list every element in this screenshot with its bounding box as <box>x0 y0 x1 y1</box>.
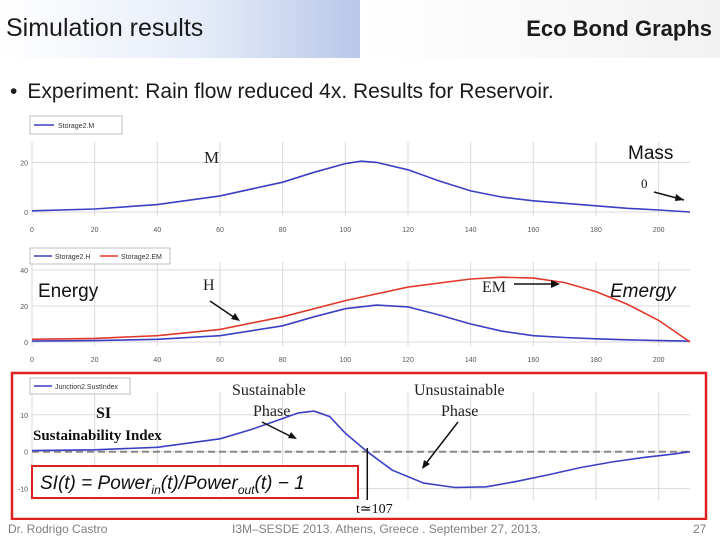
mass-x-tick-label: 180 <box>590 227 602 234</box>
em-arrowhead-icon <box>551 280 560 288</box>
mass-series <box>31 160 691 213</box>
energy-x-tick-label: 100 <box>339 357 351 364</box>
energy-x-tick-label: 120 <box>402 357 414 364</box>
formula-text: SI(t) = Powerin(t)/Powerout(t) − 1 <box>40 473 305 497</box>
bullet-dot-icon: • <box>10 80 18 103</box>
footer-event: I3M–SESDE 2013. Athens, Greece . Septemb… <box>232 522 541 536</box>
mass-arrowhead-icon <box>675 194 684 201</box>
energy-x-tick-label: 80 <box>279 357 287 364</box>
si-full-label: Sustainability Index <box>33 428 162 444</box>
si-highlight-box <box>10 371 708 520</box>
header-left-band <box>0 0 360 58</box>
energy-grid <box>31 262 690 346</box>
si-legend-label: Junction2.SustIndex <box>55 384 119 391</box>
energy-legend-em: Storage2.EM <box>121 254 162 261</box>
mass-x-tick-label: 0 <box>30 227 34 234</box>
si-series-line-1 <box>31 410 691 489</box>
mass-x-tick-label: 160 <box>527 227 539 234</box>
mass-x-tick-label: 200 <box>653 227 665 234</box>
mass-x-tick-label: 100 <box>339 227 351 234</box>
formula-box <box>31 465 359 499</box>
energy-x-tick-label: 200 <box>653 357 665 364</box>
mass-y-tick-label: 20 <box>20 160 28 167</box>
mass-side-label: Mass <box>628 143 673 164</box>
unsustainable-arrowhead-icon <box>422 460 430 469</box>
energy-x-tick-label: 160 <box>527 357 539 364</box>
energy-chart: 0 20 40 60 80 100 120 140 160 180 200 0 20 40 Storage… <box>10 244 691 370</box>
em-curve-label: EM <box>482 279 506 296</box>
energy-y-tick-label: 0 <box>24 340 28 347</box>
mass-legend: Storage2.M <box>29 115 123 135</box>
slide-title: Simulation results <box>6 14 204 42</box>
si-legend: Junction2.SustIndex <box>29 377 131 395</box>
bullet-line: • Experiment: Rain flow reduced 4x. Resul… <box>10 80 554 104</box>
mass-zero-label: 0 <box>641 176 648 191</box>
energy-series-line-1 <box>31 304 691 342</box>
energy-x-tick-label: 140 <box>465 357 477 364</box>
energy-x-tick-label: 20 <box>91 357 99 364</box>
energy-left-label: Energy <box>38 281 99 302</box>
energy-x-tick-label: 180 <box>590 357 602 364</box>
mass-x-tick-label: 80 <box>279 227 287 234</box>
mass-y-tick-label: 0 <box>24 210 28 217</box>
footer-author: Dr. Rodrigo Castro <box>8 522 108 536</box>
t107-label: t≃107 <box>356 502 393 517</box>
energy-x-tick-label: 60 <box>216 357 224 364</box>
si-y-tick-label: 10 <box>20 413 28 420</box>
h-arrowhead-icon <box>231 313 240 321</box>
energy-y-tick-label: 40 <box>20 268 28 275</box>
mass-legend-label: Storage2.M <box>58 123 94 130</box>
energy-y-tick-label: 20 <box>20 304 28 311</box>
si-y-tick-label: -10 <box>18 487 28 494</box>
si-ticks: -10 0 10 <box>18 413 28 494</box>
mass-x-tick-label: 20 <box>91 227 99 234</box>
emergy-right-label: Emergy <box>610 281 677 302</box>
mass-x-tick-label: 140 <box>465 227 477 234</box>
bullet-text: Experiment: Rain flow reduced 4x. Result… <box>27 80 554 103</box>
mass-ticks: 0 20 40 60 80 100 120 140 160 180 200 0 20 <box>20 160 664 234</box>
energy-legend-h: Storage2.H <box>55 254 90 261</box>
energy-ticks: 0 20 40 60 80 100 120 140 160 180 200 0 20 40 <box>20 268 664 364</box>
footer-page-number: 27 <box>693 522 707 536</box>
sustainable-label: Sustainable <box>232 382 306 399</box>
mass-x-tick-label: 120 <box>402 227 414 234</box>
energy-legend: Storage2.H Storage2.EM <box>29 247 171 265</box>
mass-curve-label: M <box>204 148 219 167</box>
mass-grid <box>31 142 690 216</box>
header-right-band <box>360 0 720 58</box>
energy-x-tick-label: 0 <box>30 357 34 364</box>
brand-title: Eco Bond Graphs <box>526 16 712 41</box>
unsustainable-arrow-icon <box>423 421 459 467</box>
sustainable-phase-label: Phase <box>253 403 290 420</box>
sustainable-arrow-icon <box>261 421 295 439</box>
mass-x-tick-label: 60 <box>216 227 224 234</box>
si-series <box>31 410 691 489</box>
energy-x-tick-label: 40 <box>153 357 161 364</box>
unsustainable-phase-label: Phase <box>441 403 478 420</box>
energy-series <box>31 276 691 343</box>
mass-chart: 0 20 40 60 80 100 120 140 160 180 200 0 20 Storage2.… <box>10 112 691 244</box>
si-y-tick-label: 0 <box>24 450 28 457</box>
mass-series-line-1 <box>31 160 691 213</box>
mass-x-tick-label: 40 <box>153 227 161 234</box>
si-chart: -10 0 10 Junction2.SustIndex SI Sustainabi… <box>10 371 708 520</box>
unsustainable-label: Unsustainable <box>414 382 505 399</box>
sustainable-arrowhead-icon <box>288 432 297 439</box>
energy-series-line-2 <box>31 276 691 343</box>
h-curve-label: H <box>203 277 215 294</box>
si-short-label: SI <box>96 405 111 422</box>
